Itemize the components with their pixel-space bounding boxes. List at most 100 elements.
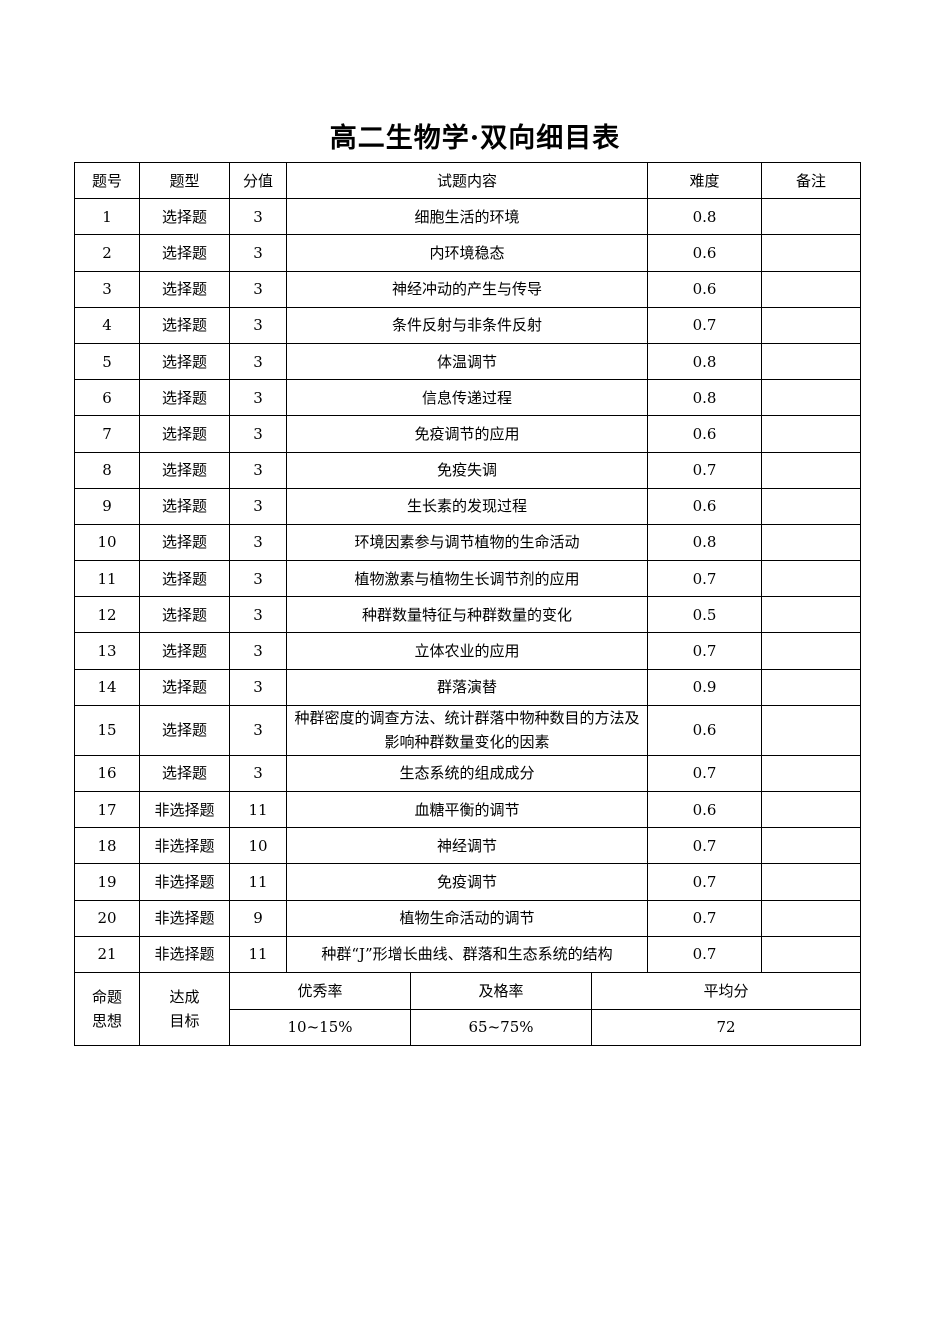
score: 3	[229, 198, 287, 236]
question-number: 21	[74, 935, 140, 973]
question-content: 种群密度的调查方法、统计群落中物种数目的方法及影响种群数量变化的因素	[286, 704, 648, 756]
remarks	[761, 632, 861, 670]
question-type: 选择题	[139, 754, 230, 793]
remarks	[761, 487, 861, 525]
difficulty: 0.8	[647, 342, 762, 381]
score: 3	[229, 668, 287, 706]
question-number: 13	[74, 632, 140, 670]
header-score: 分值	[229, 161, 287, 200]
score: 3	[229, 560, 287, 598]
score: 9	[229, 899, 287, 937]
table-row: 21 非选择题 11 种群“J”形增长曲线、群落和生态系统的结构 0.7	[74, 935, 861, 973]
question-type: 选择题	[139, 379, 230, 417]
page-title: 高二生物学·双向细目表	[329, 123, 621, 154]
header-number: 题号	[74, 161, 140, 200]
question-content: 种群数量特征与种群数量的变化	[286, 596, 648, 634]
question-content: 群落演替	[286, 668, 648, 706]
header-type: 题型	[139, 161, 230, 200]
question-type: 选择题	[139, 632, 230, 670]
question-type: 非选择题	[139, 790, 230, 829]
score: 11	[229, 935, 287, 973]
question-number: 6	[74, 379, 140, 417]
remarks	[761, 379, 861, 417]
question-type: 非选择题	[139, 899, 230, 937]
excellent-rate-value: 10~15%	[229, 1008, 411, 1046]
question-content: 信息传递过程	[286, 379, 648, 417]
remarks	[761, 306, 861, 344]
table-row: 7 选择题 3 免疫调节的应用 0.6	[74, 415, 861, 453]
question-type: 选择题	[139, 415, 230, 453]
question-content: 免疫调节的应用	[286, 415, 648, 453]
difficulty: 0.7	[647, 899, 762, 937]
table-row: 3 选择题 3 神经冲动的产生与传导 0.6	[74, 270, 861, 308]
difficulty: 0.7	[647, 451, 762, 489]
difficulty: 0.9	[647, 668, 762, 706]
question-number: 5	[74, 342, 140, 381]
remarks	[761, 415, 861, 453]
table-row: 20 非选择题 9 植物生命活动的调节 0.7	[74, 899, 861, 937]
question-content: 植物激素与植物生长调节剂的应用	[286, 560, 648, 598]
question-number: 7	[74, 415, 140, 453]
summary-table: 命题思想 达成目标 优秀率 及格率 平均分 10~15% 65~75% 72	[74, 973, 861, 1046]
score: 3	[229, 596, 287, 634]
difficulty: 0.7	[647, 632, 762, 670]
remarks	[761, 704, 861, 756]
question-type: 选择题	[139, 596, 230, 634]
score: 3	[229, 632, 287, 670]
score: 3	[229, 342, 287, 381]
score: 3	[229, 234, 287, 272]
table-row: 10 选择题 3 环境因素参与调节植物的生命活动 0.8	[74, 523, 861, 562]
pass-rate-value: 65~75%	[410, 1008, 592, 1046]
table-row: 8 选择题 3 免疫失调 0.7	[74, 451, 861, 489]
question-content: 神经冲动的产生与传导	[286, 270, 648, 308]
remarks	[761, 198, 861, 236]
question-number: 1	[74, 198, 140, 236]
table-row: 5 选择题 3 体温调节 0.8	[74, 342, 861, 381]
score: 3	[229, 704, 287, 756]
question-number: 3	[74, 270, 140, 308]
question-number: 16	[74, 754, 140, 793]
question-content: 生态系统的组成成分	[286, 754, 648, 793]
score: 3	[229, 306, 287, 344]
difficulty: 0.6	[647, 790, 762, 829]
difficulty: 0.7	[647, 863, 762, 901]
remarks	[761, 935, 861, 973]
question-type: 选择题	[139, 487, 230, 525]
difficulty: 0.7	[647, 306, 762, 344]
question-number: 2	[74, 234, 140, 272]
question-type: 非选择题	[139, 863, 230, 901]
difficulty: 0.6	[647, 270, 762, 308]
difficulty: 0.7	[647, 560, 762, 598]
remarks	[761, 790, 861, 829]
table-row: 2 选择题 3 内环境稳态 0.6	[74, 234, 861, 272]
question-content: 血糖平衡的调节	[286, 790, 648, 829]
difficulty: 0.5	[647, 596, 762, 634]
average-score-header: 平均分	[591, 973, 861, 1010]
excellent-rate-header: 优秀率	[229, 973, 411, 1010]
table-header-row: 题号 题型 分值 试题内容 难度 备注	[74, 161, 861, 200]
remarks	[761, 899, 861, 937]
table-row: 4 选择题 3 条件反射与非条件反射 0.7	[74, 306, 861, 344]
question-type: 非选择题	[139, 827, 230, 865]
score: 3	[229, 379, 287, 417]
question-number: 18	[74, 827, 140, 865]
question-number: 8	[74, 451, 140, 489]
difficulty: 0.6	[647, 704, 762, 756]
question-number: 14	[74, 668, 140, 706]
difficulty: 0.6	[647, 234, 762, 272]
remarks	[761, 560, 861, 598]
table-row: 14 选择题 3 群落演替 0.9	[74, 668, 861, 706]
table-row: 17 非选择题 11 血糖平衡的调节 0.6	[74, 790, 861, 829]
average-score-value: 72	[591, 1008, 861, 1046]
question-type: 选择题	[139, 560, 230, 598]
question-number: 11	[74, 560, 140, 598]
question-type: 选择题	[139, 342, 230, 381]
question-number: 12	[74, 596, 140, 634]
question-number: 4	[74, 306, 140, 344]
remarks	[761, 270, 861, 308]
table-row: 15 选择题 3 种群密度的调查方法、统计群落中物种数目的方法及影响种群数量变化的因素…	[74, 704, 861, 756]
score: 11	[229, 790, 287, 829]
question-number: 9	[74, 487, 140, 525]
table-row: 19 非选择题 11 免疫调节 0.7	[74, 863, 861, 901]
question-content: 免疫调节	[286, 863, 648, 901]
